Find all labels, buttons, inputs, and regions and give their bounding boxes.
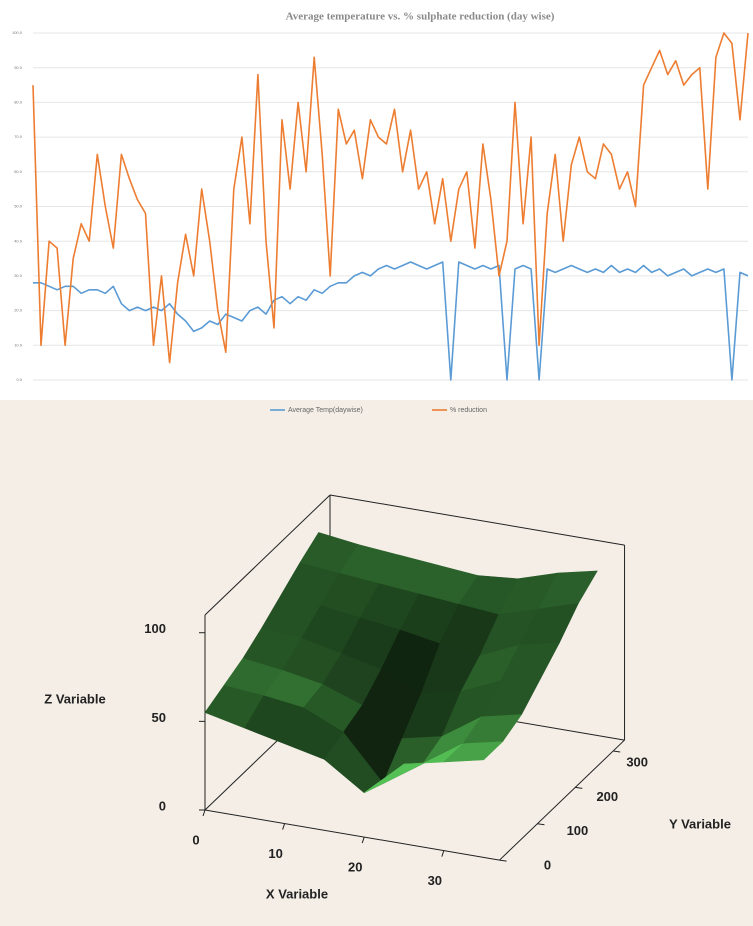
x-tick-label: 20 — [348, 860, 362, 875]
y-tick-label: 0 — [544, 858, 551, 873]
tick-mark — [537, 823, 545, 826]
z-tick-label: 0 — [159, 798, 166, 813]
z-axis-label: Z Variable — [44, 691, 105, 706]
y-tick-label: 90.0 — [14, 65, 23, 70]
tick-mark — [613, 750, 621, 753]
data-line — [33, 261, 749, 381]
chart-title: Average temperature vs. % sulphate reduc… — [286, 11, 555, 23]
box-edge — [329, 494, 625, 546]
tick-mark — [282, 823, 286, 830]
y-tick-label: 50.0 — [14, 204, 23, 209]
y-tick-label: 100.0 — [12, 30, 23, 35]
y-tick-label: 40.0 — [14, 238, 23, 243]
x-tick-label: 0 — [192, 832, 199, 847]
y-tick-label: 80.0 — [14, 99, 23, 104]
x-tick-label: 30 — [428, 873, 442, 888]
z-tick-label: 50 — [152, 710, 166, 725]
y-tick-label: 10.0 — [14, 342, 23, 347]
y-tick-label: 30.0 — [14, 273, 23, 278]
y-tick-label: 70.0 — [14, 134, 23, 139]
y-tick-label: 100 — [567, 823, 589, 838]
tick-mark — [441, 850, 445, 857]
x-tick-label: 10 — [268, 846, 282, 861]
box-edge — [499, 739, 625, 861]
top-panel — [0, 0, 753, 400]
y-tick-label: 60.0 — [14, 169, 23, 174]
z-tick-label: 100 — [144, 621, 166, 636]
x-axis-label: X Variable — [266, 886, 328, 901]
y-axis-label: Y Variable — [669, 816, 731, 831]
legend-label: Average Temp(daywise) — [288, 407, 363, 414]
y-tick-label: 300 — [626, 754, 648, 769]
data-line — [32, 32, 749, 364]
legend-label: % reduction — [450, 407, 487, 414]
y-tick-label: 200 — [596, 789, 618, 804]
y-tick-label: 0.0 — [16, 377, 22, 382]
box-edge — [204, 809, 500, 861]
tick-mark — [499, 859, 507, 862]
tick-mark — [361, 836, 365, 844]
surface-cell — [443, 741, 504, 763]
tick-mark — [575, 786, 583, 789]
y-tick-label: 20.0 — [14, 308, 23, 313]
box-edge — [204, 494, 331, 616]
tick-mark — [202, 809, 206, 817]
